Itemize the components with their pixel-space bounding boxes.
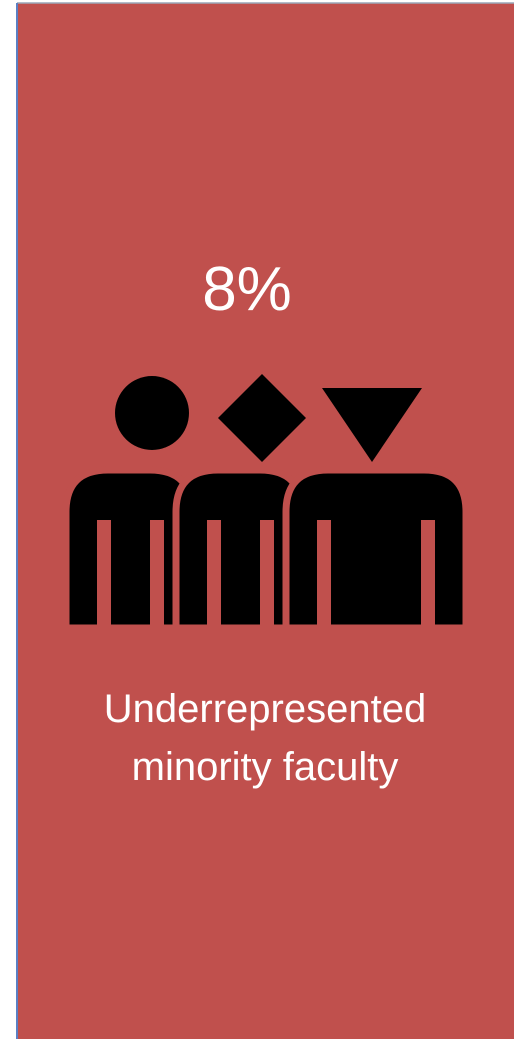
label-line: minority faculty xyxy=(132,745,399,789)
icon-gap xyxy=(260,520,274,630)
label-line: Underrepresented xyxy=(104,687,426,731)
icon-body xyxy=(282,466,470,632)
stat-value: 8% xyxy=(202,255,292,324)
icon-circle-head xyxy=(115,376,189,450)
icon-triangle-head xyxy=(322,388,422,462)
diversity-icon xyxy=(62,374,470,632)
icon-gap xyxy=(97,520,111,630)
icon-gap xyxy=(421,520,435,630)
icon-diamond-head xyxy=(218,374,306,462)
icon-gap xyxy=(150,520,164,630)
icon-gap xyxy=(317,520,331,630)
icon-gap xyxy=(207,520,221,630)
